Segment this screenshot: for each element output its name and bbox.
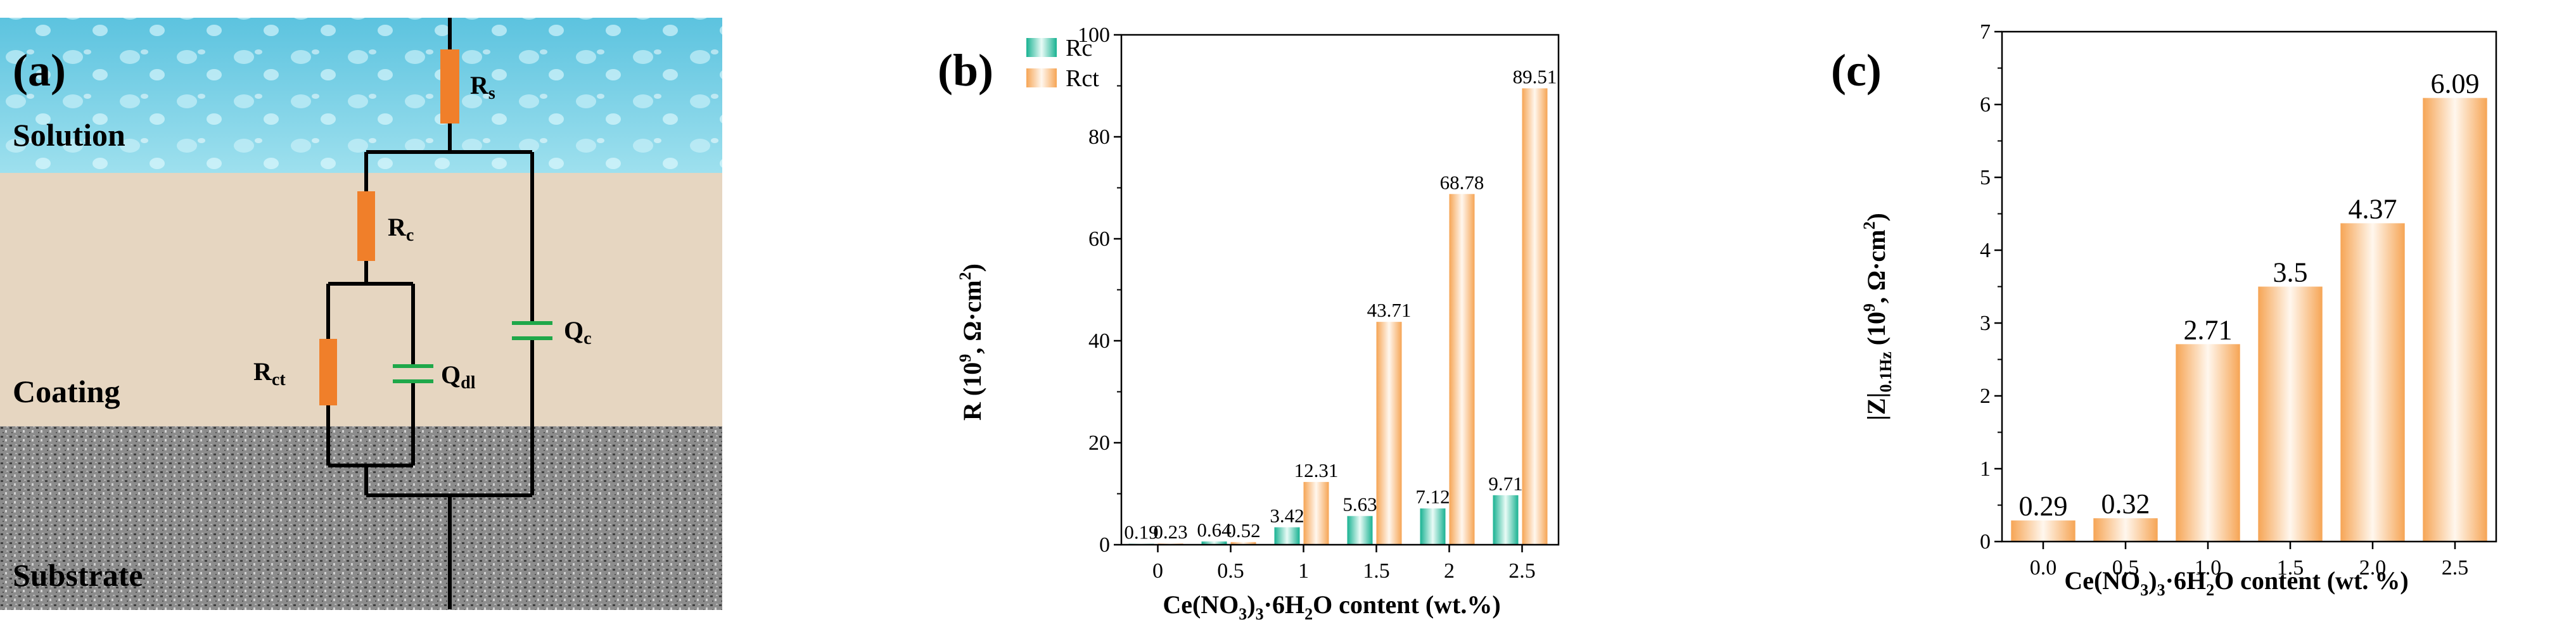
bar-group: 0.29 0.32 2.71 3.5 4.37 6.09	[2011, 68, 2487, 542]
bar-rc	[1347, 516, 1373, 545]
data-label: 5.63	[1342, 493, 1377, 516]
bar-z01hz	[2176, 344, 2240, 542]
y-tick-label: 20	[1088, 431, 1110, 455]
data-label: 9.71	[1488, 473, 1522, 495]
data-label: 0.32	[2101, 488, 2150, 519]
data-label: 3.5	[2273, 257, 2308, 288]
circuit-panel: (a) Solution Coating Substrate Rs Rc Rct…	[0, 0, 722, 622]
data-label: 0.64	[1197, 519, 1232, 541]
axes: 0 20 40 60 80 100 0 0.5 1 1.5 2 2.5	[1078, 23, 1536, 583]
data-label: 12.31	[1294, 459, 1339, 481]
rct-label: Rct	[253, 357, 286, 390]
qc-capacitor	[512, 321, 552, 340]
panel-b-chart: 0.19 0.64 3.42 5.63 7.12 9.71 0.23 0.52 12.31 43.…	[931, 0, 1616, 622]
x-tick-label: 2	[1444, 559, 1455, 583]
circuit-wires	[326, 18, 534, 609]
bar-rc	[1493, 495, 1519, 545]
y-tick-label: 7	[1980, 20, 1991, 44]
y-tick-label: 2	[1980, 384, 1991, 408]
x-tick-label: 1.5	[1363, 559, 1390, 583]
bar-rct	[1449, 194, 1475, 545]
rc-resistor	[357, 191, 375, 261]
y-tick-label: 4	[1980, 239, 1991, 262]
y-tick-label: 6	[1980, 93, 1991, 117]
panel-a-letter: (a)	[13, 45, 66, 96]
y-tick-label: 60	[1088, 227, 1110, 251]
x-tick-label: 2.5	[1508, 559, 1536, 583]
panel-c-chart: 0.29 0.32 2.71 3.5 4.37 6.09 0 1 2 3 4 5 6 7 0.0 0.5 1.…	[1825, 0, 2576, 622]
bar-z01hz	[2258, 286, 2323, 542]
legend-label-rct: Rct	[1066, 65, 1099, 92]
y-tick-label: 5	[1980, 166, 1991, 189]
data-label: 6.09	[2431, 68, 2480, 99]
bar-rct	[1376, 322, 1402, 545]
y-axis-title: |Z|0.1Hz (109, Ω·cm2)	[1860, 213, 1895, 421]
data-label: 0.19	[1124, 521, 1158, 543]
rct-resistor	[319, 339, 337, 405]
data-label: 4.37	[2349, 193, 2397, 224]
data-label: 0.52	[1226, 519, 1260, 542]
coating-label: Coating	[13, 374, 120, 409]
y-axis-title: R (109, Ω·cm2)	[956, 263, 986, 421]
qdl-capacitor	[393, 364, 433, 383]
solution-label: Solution	[13, 117, 125, 153]
plot-frame	[1120, 34, 1560, 546]
bar-rct	[1230, 542, 1256, 545]
x-tick-label: 0.0	[2030, 556, 2057, 580]
data-label: 7.12	[1415, 486, 1450, 508]
rc-label: Rc	[388, 213, 414, 245]
bar-z01hz	[2423, 98, 2487, 542]
bar-z01hz	[2340, 223, 2405, 542]
substrate-layer	[0, 426, 722, 610]
bar-rct	[1303, 481, 1329, 545]
circuit-diagram: (a) Solution Coating Substrate Rs Rc Rct…	[0, 18, 722, 610]
x-tick-label: 0.5	[2112, 556, 2139, 580]
bar-rct	[1522, 88, 1548, 545]
data-label: 89.51	[1513, 65, 1557, 87]
panel-c-letter: (c)	[1831, 45, 1882, 96]
bar-group: 0.19 0.64 3.42 5.63 7.12 9.71 0.23 0.52 12.31 43.…	[1124, 65, 1557, 545]
bar-rc	[1274, 527, 1300, 545]
panel-b-letter: (b)	[938, 45, 993, 96]
legend-label-rc: Rc	[1066, 35, 1092, 61]
x-axis-title: Ce(NO3)3·6H2O content (wt. %)	[2064, 566, 2408, 599]
r-bar-chart: 0.19 0.643.425.63 7.129.710.23 0.5212.3143.…	[938, 23, 1560, 622]
x-axis-title: Ce(NO3)3·6H2O content (wt.%)	[1163, 590, 1500, 622]
qc-label: Qc	[564, 316, 592, 348]
x-tick-label: 1	[1298, 559, 1309, 583]
y-tick-label: 100	[1078, 23, 1110, 47]
x-tick-label: 1.5	[2277, 556, 2304, 580]
y-tick-label: 0	[1099, 533, 1110, 557]
qdl-label: Qdl	[441, 360, 476, 393]
rs-label: Rs	[470, 71, 495, 103]
legend-swatch-rc	[1026, 38, 1057, 57]
bar-rc	[1201, 541, 1227, 545]
data-label: 3.42	[1270, 504, 1304, 526]
solution-droplets	[0, 18, 722, 173]
y-tick-label: 0	[1980, 530, 1991, 554]
bar-rc	[1420, 508, 1446, 545]
plot-frame	[2001, 30, 2497, 543]
data-label: 43.71	[1367, 299, 1412, 321]
rs-resistor	[440, 49, 459, 124]
bar-z01hz	[2011, 520, 2075, 542]
axes: 0 1 2 3 4 5 6 7 0.0 0.5 1.0 1.5 2.0 2.5	[1980, 20, 2468, 580]
x-tick-label: 0	[1152, 559, 1163, 583]
y-tick-label: 1	[1980, 457, 1991, 481]
data-label: 68.78	[1440, 171, 1484, 193]
x-tick-label: 0.5	[1217, 559, 1244, 583]
x-tick-label: 1.0	[2195, 556, 2222, 580]
data-label: 2.71	[2184, 314, 2233, 345]
legend-swatch-rct	[1026, 68, 1057, 87]
z-bar-chart: 0.29 0.32 2.71 3.5 4.37 6.09 0 1 2 3 4 5 6 7 0.0 0.5 1.…	[1831, 20, 2497, 599]
substrate-label: Substrate	[13, 557, 143, 593]
data-label: 0.29	[2019, 491, 2068, 522]
data-label: 0.23	[1153, 521, 1187, 543]
y-tick-label: 3	[1980, 312, 1991, 335]
y-tick-label: 40	[1088, 329, 1110, 353]
x-tick-label: 2.0	[2359, 556, 2387, 580]
y-tick-label: 80	[1088, 125, 1110, 149]
x-tick-label: 2.5	[2442, 556, 2469, 580]
bar-z01hz	[2093, 518, 2158, 542]
